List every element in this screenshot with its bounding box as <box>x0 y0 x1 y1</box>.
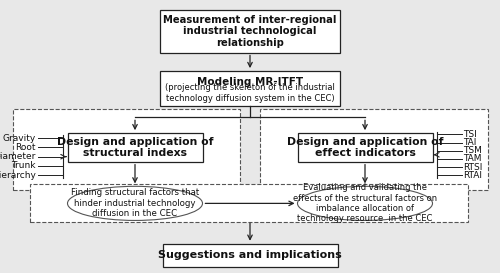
Text: TAM: TAM <box>464 155 482 163</box>
Text: Evaluating and validating the
effects of the structural factors on
imbalance all: Evaluating and validating the effects of… <box>293 183 437 224</box>
Bar <box>68 133 202 162</box>
Text: Design and application of
effect indicators: Design and application of effect indicat… <box>287 136 444 158</box>
Text: Finding structural factors that
hinder industrial technology
diffusion in the CE: Finding structural factors that hinder i… <box>71 188 199 218</box>
Text: Hierarchy: Hierarchy <box>0 171 36 180</box>
Bar <box>162 244 338 267</box>
Text: Root: Root <box>16 143 36 152</box>
Ellipse shape <box>298 186 432 221</box>
Text: Gravity: Gravity <box>3 134 36 143</box>
Text: Design and application of
structural indexs: Design and application of structural ind… <box>57 136 213 158</box>
Text: Suggestions and implications: Suggestions and implications <box>158 250 342 260</box>
Bar <box>160 10 340 52</box>
Bar <box>298 133 432 162</box>
Bar <box>12 109 240 190</box>
Text: TSI: TSI <box>464 130 477 139</box>
Bar <box>260 109 488 190</box>
Text: RTAI: RTAI <box>464 171 482 180</box>
Text: TAI: TAI <box>464 138 477 147</box>
Bar <box>160 71 340 106</box>
Text: Measurement of inter-regional
industrial technological
relationship: Measurement of inter-regional industrial… <box>164 15 336 48</box>
Text: Trunk: Trunk <box>12 162 36 170</box>
Text: TSM: TSM <box>464 146 482 155</box>
Text: (projecting the skeleton of the industrial
technology diffusion system in the CE: (projecting the skeleton of the industri… <box>165 83 335 103</box>
Text: RTSI: RTSI <box>464 163 483 171</box>
Ellipse shape <box>68 186 202 221</box>
Bar <box>30 184 468 222</box>
Text: Modeling MR-ITFT: Modeling MR-ITFT <box>197 77 303 87</box>
Text: Diameter: Diameter <box>0 152 36 161</box>
